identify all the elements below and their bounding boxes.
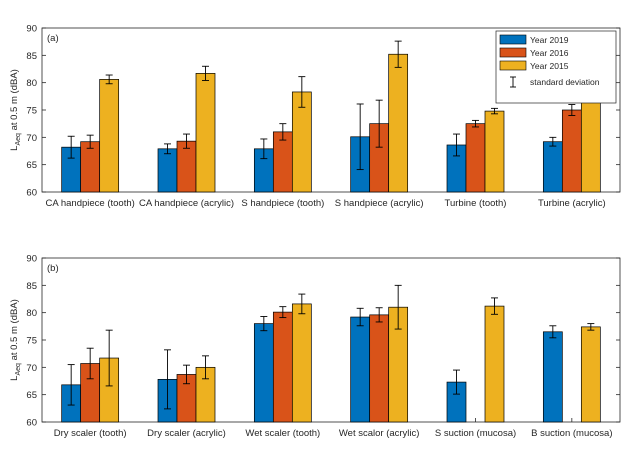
y-tick-label: 85 bbox=[26, 51, 37, 62]
x-tick-label: S handpiece (tooth) bbox=[241, 198, 324, 209]
x-tick-label: Dry scaler (tooth) bbox=[54, 428, 127, 439]
bar bbox=[542, 141, 563, 193]
panel-label: (b) bbox=[47, 263, 59, 274]
bar bbox=[195, 73, 216, 193]
bar bbox=[157, 148, 178, 193]
bar bbox=[580, 92, 601, 193]
bar bbox=[80, 141, 101, 193]
bar bbox=[176, 140, 197, 193]
x-tick-label: S suction (mucosa) bbox=[435, 428, 516, 439]
bar bbox=[388, 53, 409, 193]
bar bbox=[291, 303, 312, 423]
y-tick-label: 75 bbox=[26, 106, 37, 117]
y-tick-label: 70 bbox=[26, 133, 37, 144]
chart-panel-1: 60 65 70 75 80 85 90 LAeq at 0.5 m (dBA) (a) CA h… bbox=[9, 24, 621, 209]
axes-box bbox=[41, 257, 621, 423]
bar bbox=[484, 305, 505, 423]
bar bbox=[542, 331, 563, 423]
y-tick-label: 80 bbox=[26, 78, 37, 89]
y-tick-label: 80 bbox=[26, 308, 37, 319]
bar bbox=[580, 326, 601, 423]
y-axis-label-sub: Aeq bbox=[15, 363, 22, 376]
y-tick-label: 65 bbox=[26, 390, 37, 401]
legend-swatch bbox=[499, 34, 527, 45]
x-tick-label: Turbine (tooth) bbox=[445, 198, 507, 209]
chart-panel-2: 60 65 70 75 80 85 90 LAeq at 0.5 m (dBA) (b) Dry … bbox=[9, 254, 621, 439]
panel-label: (a) bbox=[47, 33, 59, 44]
bar bbox=[484, 110, 505, 193]
y-axis-label: LAeq at 0.5 m (dBA) bbox=[9, 299, 22, 381]
bar bbox=[465, 123, 486, 193]
y-tick-label: 90 bbox=[26, 24, 37, 35]
y-axis-label-rest: at 0.5 m (dBA) bbox=[9, 299, 20, 363]
x-tick-label: S handpiece (acrylic) bbox=[335, 198, 424, 209]
y-tick-label: 60 bbox=[26, 188, 37, 199]
y-axis-label-sub: Aeq bbox=[15, 133, 22, 146]
y-tick-label: 75 bbox=[26, 336, 37, 347]
legend-entry: Year 2019 bbox=[530, 35, 569, 45]
bar bbox=[99, 79, 120, 193]
y-axis-label-rest: at 0.5 m (dBA) bbox=[9, 69, 20, 133]
bar bbox=[253, 323, 274, 423]
bar bbox=[272, 131, 293, 193]
legend: Year 2019 Year 2016 Year 2015 standard devi… bbox=[495, 30, 617, 104]
legend-entry: Year 2015 bbox=[530, 61, 569, 71]
legend-entry: Year 2016 bbox=[530, 48, 569, 58]
y-tick-label: 85 bbox=[26, 281, 37, 292]
y-tick-label: 90 bbox=[26, 254, 37, 265]
y-tick-label: 60 bbox=[26, 418, 37, 429]
bar bbox=[561, 109, 582, 193]
y-axis-label: LAeq at 0.5 m (dBA) bbox=[9, 69, 22, 151]
x-tick-label: Turbine (acrylic) bbox=[538, 198, 606, 209]
y-tick-label: 70 bbox=[26, 363, 37, 374]
legend-swatch bbox=[499, 47, 527, 58]
legend-std-label: standard deviation bbox=[530, 77, 600, 87]
x-tick-label: B suction (mucosa) bbox=[531, 428, 612, 439]
x-tick-label: CA handpiece (tooth) bbox=[46, 198, 135, 209]
y-tick-label: 65 bbox=[26, 160, 37, 171]
x-tick-label: Dry scaler (acrylic) bbox=[147, 428, 226, 439]
bar bbox=[350, 316, 371, 423]
y-axis-label-main: L bbox=[9, 146, 20, 151]
bar bbox=[272, 311, 293, 423]
bar bbox=[369, 314, 390, 423]
x-tick-label: Wet scalor (acrylic) bbox=[339, 428, 420, 439]
x-tick-label: CA handpiece (acrylic) bbox=[139, 198, 234, 209]
y-axis-label-main: L bbox=[9, 376, 20, 381]
x-tick-label: Wet scaler (tooth) bbox=[245, 428, 320, 439]
legend-swatch bbox=[499, 60, 527, 71]
